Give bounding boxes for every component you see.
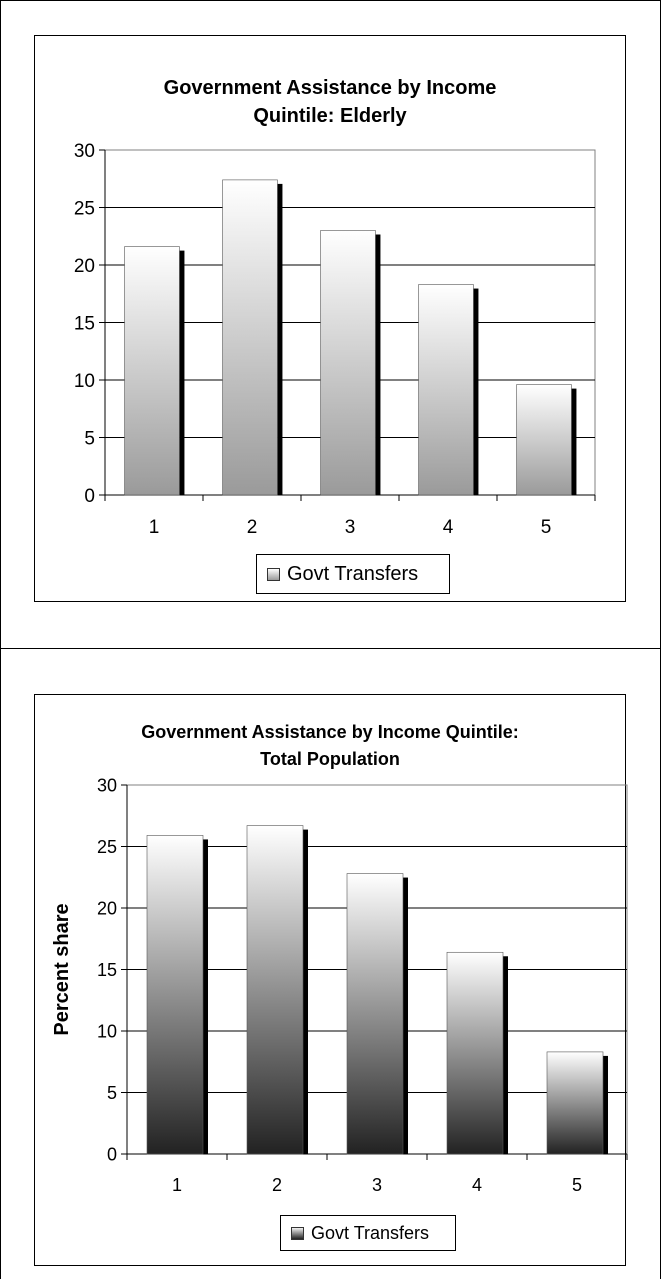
bar (124, 246, 180, 496)
y-tick-label: 5 (84, 428, 95, 449)
page-divider (0, 648, 661, 649)
x-tick-label: 1 (172, 1175, 182, 1195)
bar (222, 179, 278, 496)
y-tick-label: 10 (74, 371, 95, 392)
legend-swatch (267, 567, 280, 581)
chart-plot-area: 0 5 10 15 20 25 30 1 2 3 4 5 (74, 141, 596, 538)
y-tick-label: 0 (84, 486, 95, 507)
bar-shadow (571, 388, 577, 495)
x-tick-label: 5 (541, 517, 552, 538)
bar (346, 873, 404, 1155)
bar-shadow (603, 1055, 608, 1154)
bar (320, 230, 376, 496)
bar-shadow (303, 829, 308, 1154)
x-tick-label: 4 (472, 1175, 482, 1195)
y-tick-label: 0 (107, 1144, 117, 1164)
y-tick-label: 25 (97, 837, 117, 857)
bar-shadow (473, 288, 479, 495)
x-tick-label: 3 (345, 517, 356, 538)
bar-shadow (179, 250, 185, 495)
chart-title-line-1: Government Assistance by Income Quintile… (141, 722, 519, 742)
y-tick-label: 10 (97, 1021, 117, 1041)
bar (546, 1051, 604, 1155)
bar (246, 825, 304, 1155)
x-tick-label: 5 (572, 1175, 582, 1195)
x-tick-label: 2 (272, 1175, 282, 1195)
x-tick-label: 1 (149, 517, 160, 538)
y-tick-label: 30 (97, 775, 117, 795)
chart-title: Government Assistance by Income Quintile… (35, 719, 625, 773)
chart-title-line-1: Government Assistance by Income (163, 77, 497, 99)
chart-legend: Govt Transfers (256, 554, 450, 594)
y-tick-label: 5 (107, 1083, 117, 1103)
y-axis-label: Percent share (51, 903, 73, 1035)
bar-shadow (403, 877, 408, 1154)
chart-title-line-2: Total Population (260, 749, 400, 769)
bar-shadow (503, 956, 508, 1154)
chart-title: Government Assistance by Income Quintile… (35, 74, 625, 130)
bar-shadow (277, 183, 283, 495)
legend-swatch (291, 1226, 304, 1240)
bar (516, 384, 572, 496)
y-tick-label: 15 (97, 960, 117, 980)
legend-label: Govt Transfers (311, 1222, 430, 1243)
legend-label: Govt Transfers (287, 562, 419, 585)
y-tick-label: 15 (74, 313, 95, 334)
chart-total-population: Government Assistance by Income Quintile… (34, 694, 628, 1266)
bar-shadow (203, 839, 208, 1154)
x-tick-label: 4 (443, 517, 454, 538)
chart-title-line-2: Quintile: Elderly (253, 105, 407, 127)
y-tick-label: 20 (74, 256, 95, 277)
y-tick-label: 30 (74, 141, 95, 162)
chart-legend: Govt Transfers (280, 1215, 456, 1251)
bar-shadow (375, 234, 381, 495)
y-tick-label: 25 (74, 198, 95, 219)
bar (446, 951, 504, 1155)
x-tick-label: 3 (372, 1175, 382, 1195)
chart-elderly: Government Assistance by Income Quintile… (34, 35, 626, 602)
bar (418, 284, 474, 496)
x-tick-label: 2 (247, 517, 258, 538)
bar (146, 835, 204, 1155)
chart-plot-area: 0 5 10 15 20 25 30 1 2 3 4 5 Percent share (51, 775, 628, 1195)
y-tick-label: 20 (97, 898, 117, 918)
